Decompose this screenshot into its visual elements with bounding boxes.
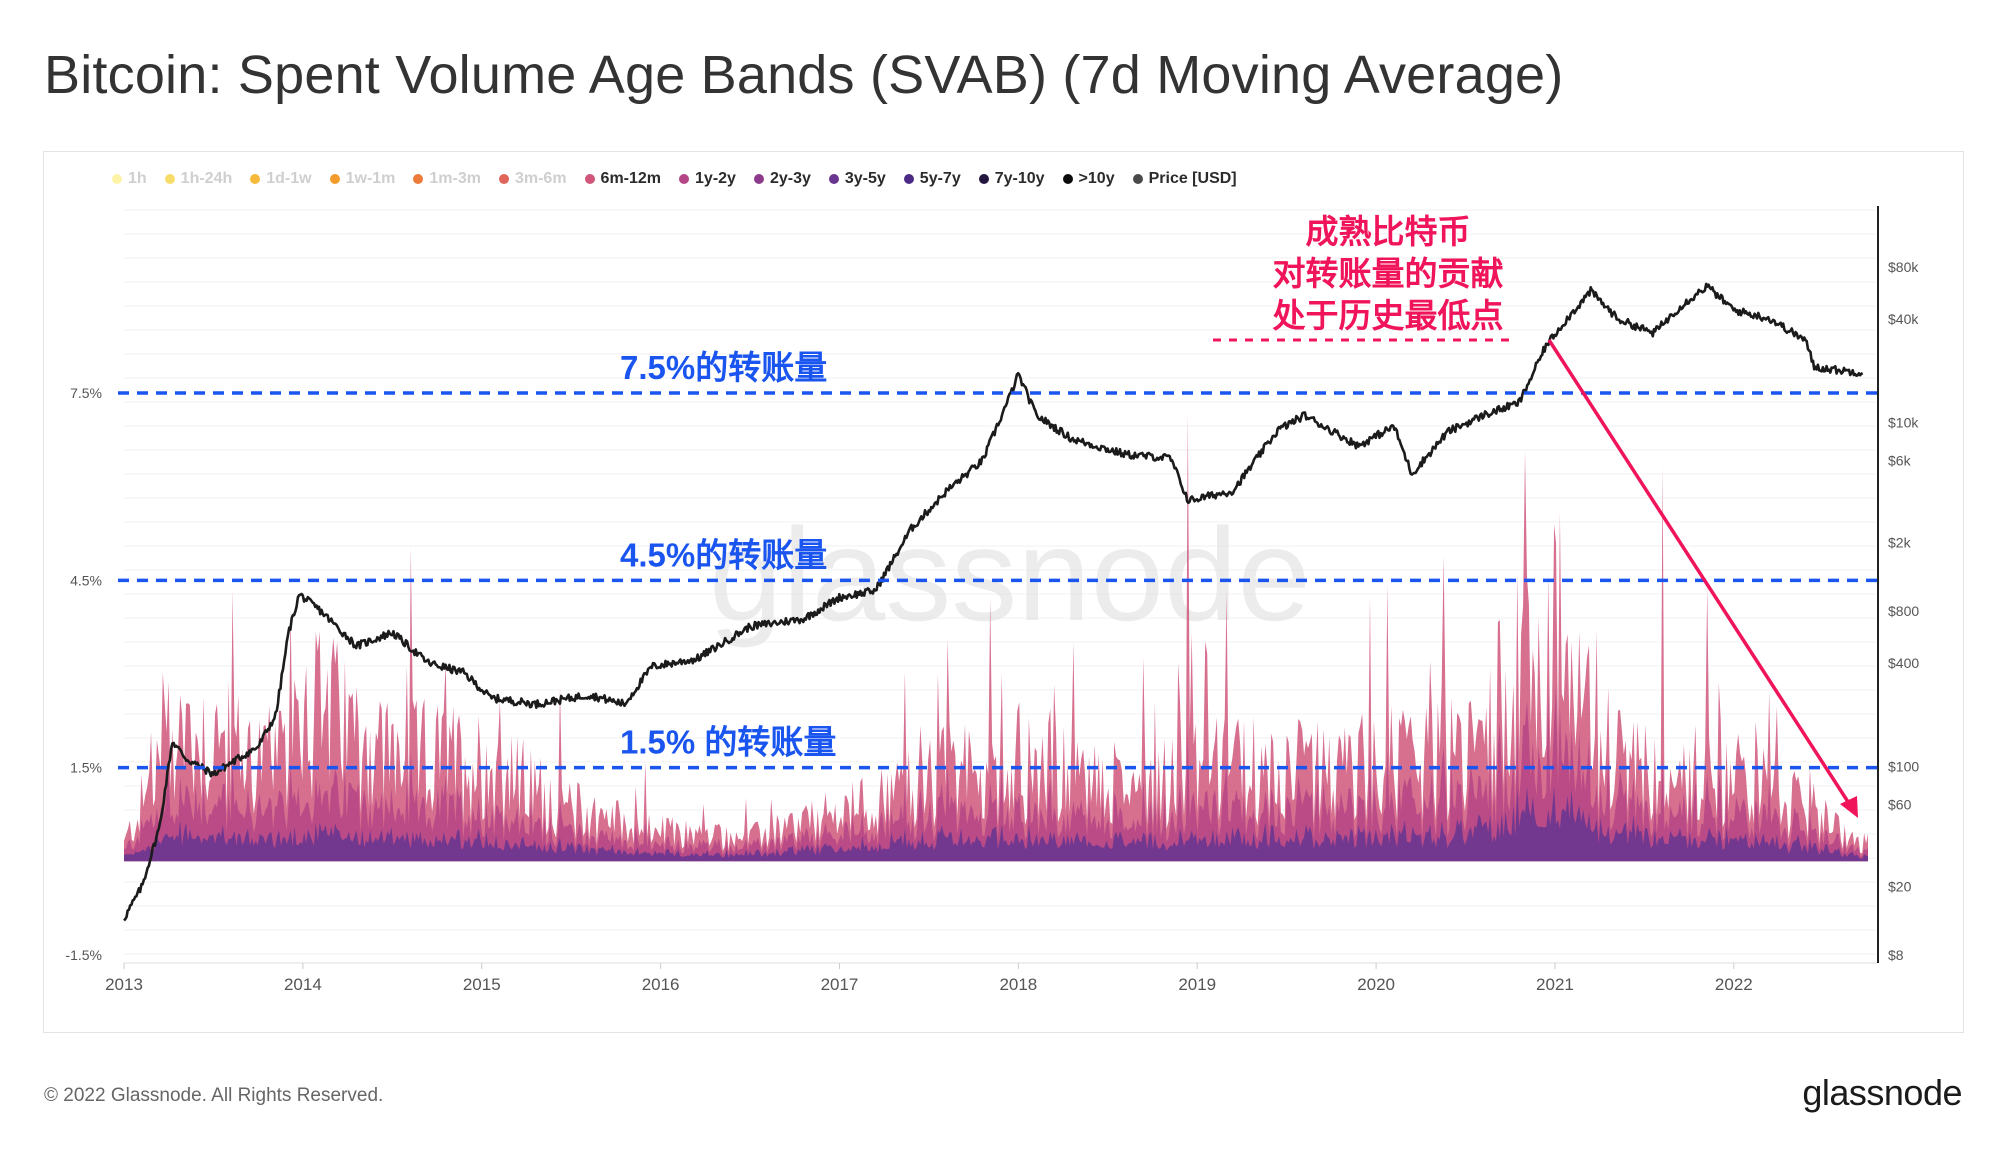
band-area-1y-2y (124, 684, 1868, 862)
legend-item[interactable]: 6m-12m (584, 170, 662, 188)
legend-item[interactable]: 1h-24h (164, 170, 233, 188)
legend-dot-icon (164, 174, 175, 184)
guide-label: 7.5%的转账量 (620, 349, 827, 386)
y-right-tick-label: $20 (1888, 879, 1912, 895)
guide-label: 1.5% 的转账量 (620, 724, 836, 761)
legend-dot-icon (112, 174, 122, 184)
watermark: glassnode (709, 501, 1311, 648)
trend-arrow-line (1547, 339, 1854, 809)
legend: 1h 1h-24h 1d-1w 1w-1m 1m-3m 3m-6m 6m-12m 1y-2y 2… (112, 169, 1255, 189)
trend-arrow-head-icon (1840, 796, 1858, 818)
legend-item[interactable]: 5y-7y (903, 170, 961, 188)
legend-dot-icon (753, 174, 764, 184)
x-tick-label: 2013 (105, 975, 143, 994)
legend-label: 5y-7y (919, 170, 961, 187)
legend-label: 1m-3m (429, 170, 481, 187)
note-line: 成熟比特币 (1306, 213, 1471, 250)
x-tick-label: 2014 (284, 975, 322, 994)
band-area-3y-5y (124, 785, 1868, 862)
x-tick-label: 2018 (999, 975, 1037, 994)
y-right-tick-label: $40k (1888, 311, 1919, 327)
y-right-tick-label: $800 (1888, 603, 1919, 619)
copyright: © 2022 Glassnode. All Rights Reserved. (44, 1085, 384, 1106)
legend-label: 1h (128, 170, 147, 187)
y-right-tick-label: $80k (1888, 259, 1919, 275)
legend-item[interactable]: 1d-1w (250, 170, 312, 188)
legend-item[interactable]: 1w-1m (329, 170, 396, 188)
guide-label: 4.5%的转账量 (620, 536, 827, 573)
x-tick-label: 2015 (463, 975, 501, 994)
y-right-tick-label: $8 (1888, 947, 1904, 963)
legend-dot-icon (679, 174, 690, 184)
y-right-tick-label: $10k (1888, 414, 1919, 430)
note-line: 对转账量的贡献 (1273, 255, 1504, 292)
legend-item[interactable]: 2y-3y (753, 170, 811, 188)
legend-dot-icon (250, 174, 261, 184)
legend-item[interactable]: >10y (1062, 170, 1115, 188)
legend-dot-icon (978, 174, 989, 184)
legend-dot-icon (903, 174, 914, 184)
y-left-tick-label: 7.5% (70, 385, 102, 401)
legend-item[interactable]: 3m-6m (498, 170, 567, 188)
legend-label: 1y-2y (695, 170, 736, 187)
y-right-tick-label: $60 (1888, 796, 1912, 812)
x-tick-label: 2017 (821, 975, 859, 994)
chart-frame (43, 151, 1964, 1033)
guide-lines: 7.5%的转账量 4.5%的转账量 1.5% 的转账量 (118, 349, 1878, 770)
legend-item[interactable]: 3y-5y (828, 170, 886, 188)
x-tick-label: 2021 (1536, 975, 1574, 994)
legend-item[interactable]: Price [USD] (1132, 170, 1237, 188)
legend-item[interactable]: 1m-3m (413, 170, 481, 188)
x-tick-label: 2016 (642, 975, 680, 994)
price-line (123, 282, 1864, 922)
legend-item[interactable]: 1y-2y (679, 170, 736, 188)
x-tick-label: 2019 (1178, 975, 1216, 994)
x-tick-label: 2020 (1357, 975, 1395, 994)
note-line: 处于历史最低点 (1272, 297, 1504, 334)
brand-logo: glassnode (1802, 1072, 1962, 1113)
x-tick-label: 2022 (1715, 975, 1753, 994)
y-right-tick-label: $2k (1888, 535, 1912, 551)
age-bands-area (124, 413, 1868, 862)
legend-label: Price [USD] (1148, 170, 1237, 187)
legend-label: 7y-10y (994, 170, 1045, 187)
legend-label: 3y-5y (844, 170, 886, 187)
y-right-tick-label: $100 (1888, 758, 1919, 774)
y-left-tick-label: -1.5% (65, 947, 102, 963)
legend-label: 1h-24h (180, 170, 233, 187)
legend-dot-icon (828, 174, 839, 184)
legend-dot-icon (1132, 174, 1143, 184)
legend-label: 3m-6m (514, 170, 567, 187)
legend-dot-icon (584, 174, 595, 184)
y-left-tick-label: 1.5% (70, 760, 102, 776)
legend-dot-icon (413, 174, 424, 184)
chart-title: Bitcoin: Spent Volume Age Bands (SVAB) (… (44, 45, 1564, 105)
legend-label: 6m-12m (600, 170, 662, 187)
legend-label: 2y-3y (769, 170, 811, 187)
legend-label: 1w-1m (345, 170, 396, 187)
y-right-tick-label: $400 (1888, 655, 1919, 671)
legend-dot-icon (498, 174, 509, 184)
legend-item[interactable]: 1h (112, 170, 147, 188)
legend-item[interactable]: 7y-10y (978, 170, 1045, 188)
x-axis: 2013 2014 2015 2016 2017 2018 2019 2020 2021 2022 (105, 962, 1878, 994)
band-area-6m-12m (124, 413, 1868, 862)
legend-label: >10y (1078, 170, 1115, 187)
y-axis-left: 7.5% 4.5% 1.5% -1.5% (65, 385, 102, 963)
legend-dot-icon (329, 174, 340, 184)
y-left-tick-label: 4.5% (70, 572, 102, 588)
y-axis-right: $80k $40k $10k $6k $2k $800 $400 $100 $60 $20 $8 (1888, 259, 1919, 963)
y-right-tick-label: $6k (1888, 452, 1912, 468)
legend-dot-icon (1062, 174, 1073, 184)
legend-label: 1d-1w (266, 170, 312, 187)
